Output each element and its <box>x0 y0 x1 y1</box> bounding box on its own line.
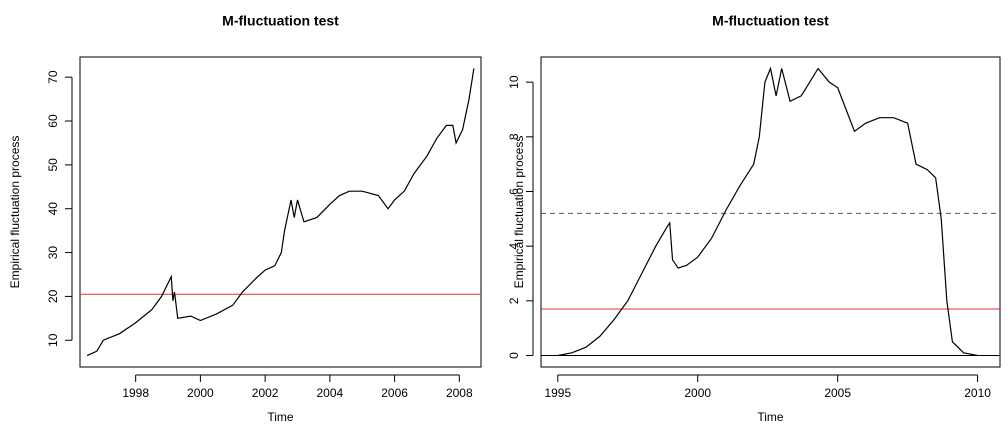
y-axis-label: Empirical fluctuation process <box>8 136 22 289</box>
x-tick-label: 1995 <box>544 386 571 400</box>
fluctuation-line <box>86 68 475 357</box>
x-tick-label: 2000 <box>684 386 711 400</box>
y-tick-label: 8 <box>507 133 521 140</box>
y-tick-label: 40 <box>46 202 60 216</box>
x-axis-label: Time <box>757 410 784 424</box>
x-tick-label: 2002 <box>252 386 279 400</box>
x-tick-label: 2010 <box>964 386 991 400</box>
y-tick-label: 10 <box>507 75 521 89</box>
plot-box <box>79 56 482 368</box>
x-tick-label: 2004 <box>317 386 344 400</box>
y-tick-label: 6 <box>507 188 521 195</box>
chart-title: M-fluctuation test <box>712 13 829 29</box>
chart-title: M-fluctuation test <box>222 13 339 29</box>
y-tick-label: 70 <box>46 70 60 84</box>
y-tick-label: 20 <box>46 289 60 303</box>
x-tick-label: 2006 <box>381 386 408 400</box>
fluctuation-line <box>557 66 978 357</box>
y-tick-label: 30 <box>46 246 60 260</box>
x-tick-label: 1998 <box>122 386 149 400</box>
y-tick-label: 4 <box>507 243 521 250</box>
y-axis-label: Empirical fluctuation process <box>512 136 526 289</box>
y-tick-label: 10 <box>46 333 60 347</box>
x-tick-label: 2008 <box>446 386 473 400</box>
x-tick-label: 2005 <box>824 386 851 400</box>
plot-box <box>540 56 1001 368</box>
y-tick-label: 2 <box>507 297 521 304</box>
x-axis-label: Time <box>267 410 294 424</box>
x-tick-label: 2000 <box>187 386 214 400</box>
y-tick-label: 50 <box>46 158 60 172</box>
y-tick-label: 0 <box>507 352 521 359</box>
y-tick-label: 60 <box>46 114 60 128</box>
